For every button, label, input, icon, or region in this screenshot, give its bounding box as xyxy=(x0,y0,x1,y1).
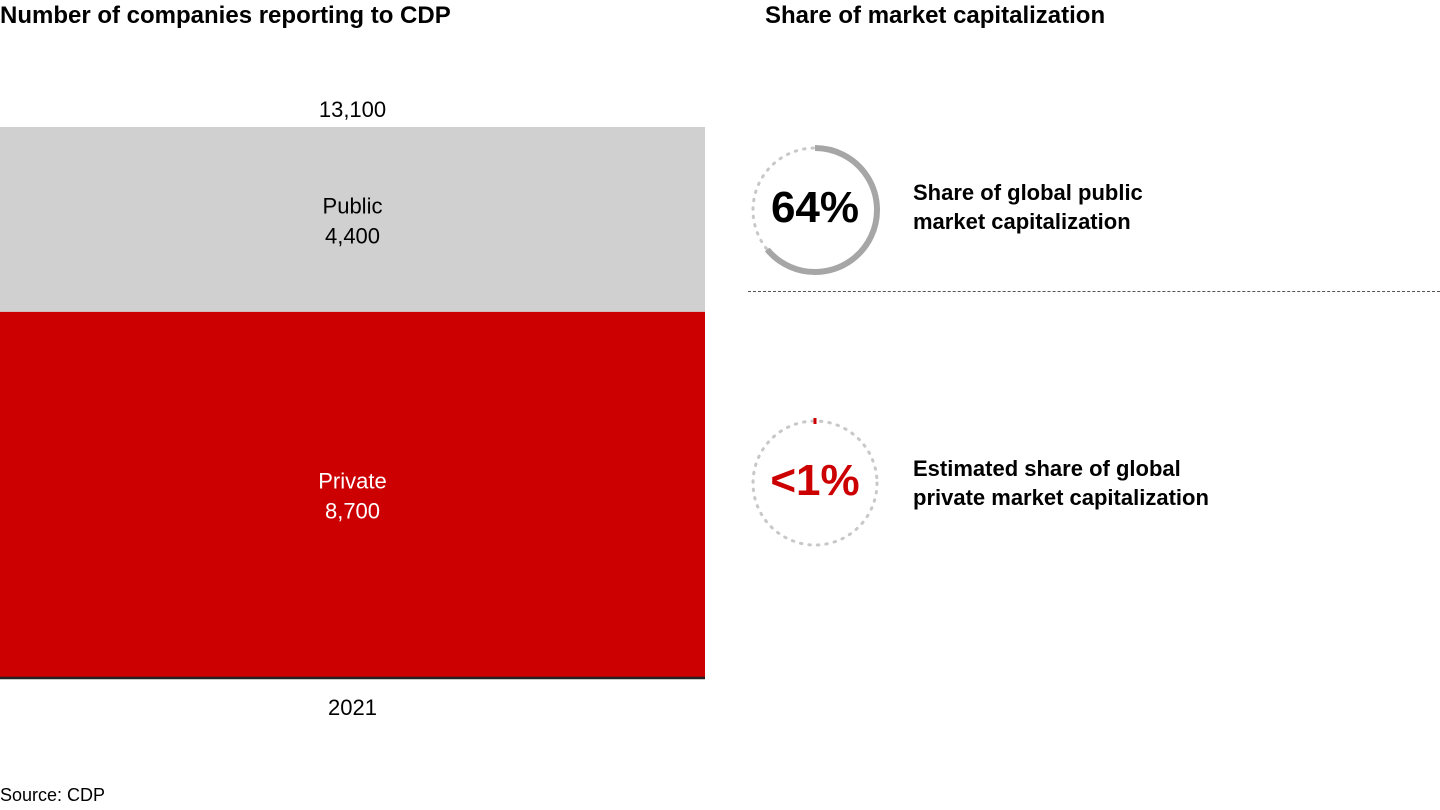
segment-value-private: 8,700 xyxy=(325,498,380,523)
segment-name-public: Public xyxy=(323,193,383,218)
section-divider xyxy=(748,291,1440,292)
source-note: Source: CDP xyxy=(0,785,106,805)
segment-value-public: 4,400 xyxy=(325,223,380,248)
category-label: 2021 xyxy=(328,695,377,720)
segment-name-private: Private xyxy=(318,468,386,493)
donut-label-private: Estimated share of global private market… xyxy=(913,456,1209,510)
donut-value-public: 64% xyxy=(770,183,860,232)
chart-title-market-cap: Share of market capitalization xyxy=(765,2,1106,29)
total-label: 13,100 xyxy=(319,97,386,122)
chart-title-companies: Number of companies reporting to CDP xyxy=(0,2,451,29)
donut-label-public: Share of global public market capitaliza… xyxy=(913,180,1143,234)
bar-segment-private xyxy=(0,311,705,677)
donut-value-private: <1% xyxy=(770,456,860,505)
bar-segment-public xyxy=(0,127,705,312)
donut-arc-public xyxy=(764,145,880,275)
